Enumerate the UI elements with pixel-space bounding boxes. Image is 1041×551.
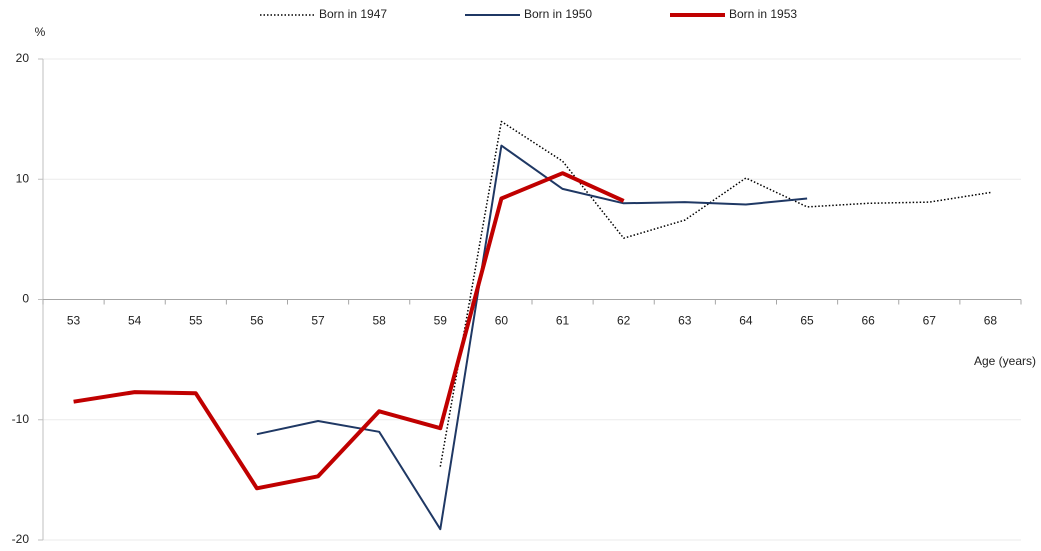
x-axis-label: Age (years) bbox=[974, 354, 1036, 368]
x-tick-label: 57 bbox=[311, 314, 325, 328]
x-tick-label: 56 bbox=[250, 314, 264, 328]
series-line bbox=[439, 120, 991, 467]
x-tick-label: 61 bbox=[556, 314, 570, 328]
legend-label: Born in 1950 bbox=[524, 7, 592, 21]
x-tick-label: 55 bbox=[189, 314, 203, 328]
y-tick-label: 0 bbox=[22, 292, 29, 306]
x-tick-label: 62 bbox=[617, 314, 631, 328]
x-tick-label: 54 bbox=[128, 314, 142, 328]
y-tick-label: 10 bbox=[16, 171, 30, 185]
x-tick-label: 60 bbox=[495, 314, 509, 328]
x-tick-label: 68 bbox=[984, 314, 998, 328]
legend-label: Born in 1953 bbox=[729, 7, 797, 21]
legend-label: Born in 1947 bbox=[319, 7, 387, 21]
x-tick-label: 67 bbox=[923, 314, 937, 328]
y-axis-label: % bbox=[35, 25, 46, 39]
series-line bbox=[256, 144, 808, 531]
x-tick-label: 65 bbox=[800, 314, 814, 328]
series-line bbox=[73, 171, 625, 491]
y-tick-label: 20 bbox=[16, 51, 30, 65]
x-tick-label: 53 bbox=[67, 314, 81, 328]
x-tick-label: 63 bbox=[678, 314, 692, 328]
x-tick-label: 66 bbox=[862, 314, 876, 328]
x-tick-label: 58 bbox=[373, 314, 387, 328]
y-tick-label: -10 bbox=[12, 412, 30, 426]
x-tick-label: 64 bbox=[739, 314, 753, 328]
x-tick-label: 59 bbox=[434, 314, 448, 328]
y-tick-label: -20 bbox=[12, 532, 30, 546]
